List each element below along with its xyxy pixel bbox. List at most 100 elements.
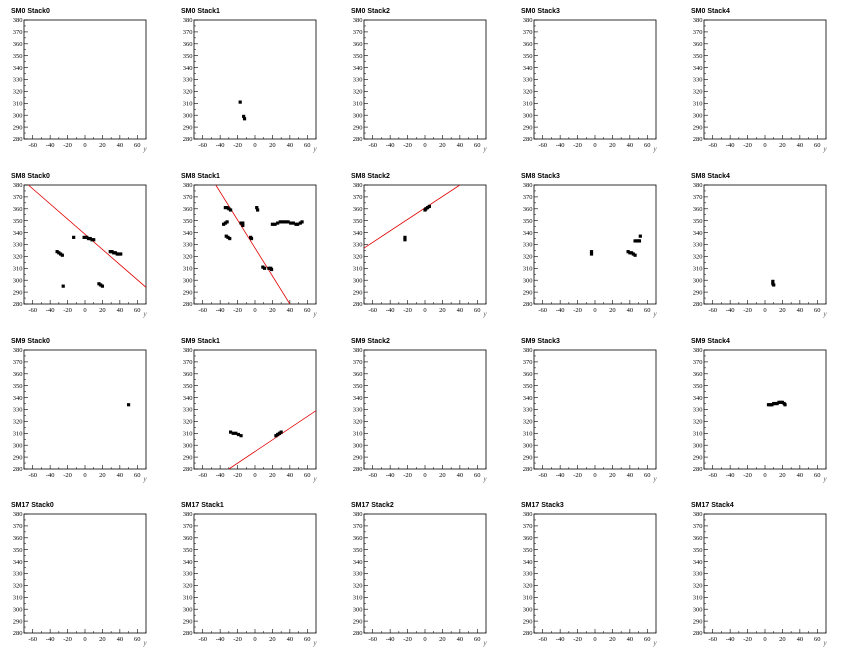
panel-title: SM0 Stack0 xyxy=(11,8,50,15)
panel: SM9 Stack1 280 290 300 310 320 330 340 350 360 370… xyxy=(181,338,317,483)
data-point xyxy=(85,235,89,239)
data-point xyxy=(236,432,241,437)
y-tick-label: 280 xyxy=(353,466,363,473)
y-tick-label: 380 xyxy=(353,511,363,518)
y-tick-label: 300 xyxy=(353,606,363,613)
x-tick-label: 20 xyxy=(269,142,276,149)
data-point xyxy=(88,236,92,241)
x-tick-label: -20 xyxy=(63,307,72,314)
x-axis-label: y xyxy=(312,145,317,153)
x-tick-label: -60 xyxy=(368,636,377,643)
x-axis-label: y xyxy=(482,475,487,483)
x-tick-label: 60 xyxy=(134,142,141,149)
y-tick-label: 300 xyxy=(693,606,703,613)
y-tick-label: 370 xyxy=(523,359,533,366)
y-tick-label: 280 xyxy=(523,136,533,143)
data-point xyxy=(783,403,787,407)
x-tick-label: -20 xyxy=(743,307,752,314)
y-tick-label: 350 xyxy=(693,53,703,60)
x-tick-label: 60 xyxy=(134,307,141,314)
y-tick-label: 370 xyxy=(183,29,193,36)
x-tick-label: 0 xyxy=(763,636,766,643)
x-tick-label: 20 xyxy=(269,307,276,314)
plot-frame xyxy=(23,184,147,305)
plot-frame xyxy=(193,184,317,305)
plot-frame xyxy=(533,19,657,140)
y-tick-label: 310 xyxy=(353,266,363,273)
y-tick-label: 320 xyxy=(523,583,533,590)
y-tick-label: 330 xyxy=(13,242,23,249)
x-tick-label: 20 xyxy=(439,472,446,479)
x-tick-label: -60 xyxy=(708,472,717,479)
y-tick-label: 320 xyxy=(13,583,23,590)
y-tick-label: 370 xyxy=(13,523,23,530)
y-tick-label: 280 xyxy=(183,630,193,637)
y-tick-label: 300 xyxy=(183,112,193,119)
y-tick-label: 290 xyxy=(13,618,23,625)
panel-title: SM0 Stack1 xyxy=(181,8,220,15)
y-tick-label: 320 xyxy=(523,89,533,96)
panel-title: SM9 Stack1 xyxy=(181,338,220,345)
y-tick-label: 300 xyxy=(13,606,23,613)
x-tick-label: 20 xyxy=(779,142,786,149)
y-tick-label: 280 xyxy=(353,136,363,143)
x-tick-label: -20 xyxy=(63,636,72,643)
panel-title: SM17 Stack1 xyxy=(181,502,224,509)
x-tick-label: 40 xyxy=(457,307,464,314)
x-tick-label: 20 xyxy=(439,142,446,149)
x-tick-label: -20 xyxy=(573,636,582,643)
plot-frame xyxy=(703,19,827,140)
data-point xyxy=(90,238,94,242)
panel: SM9 Stack0 280 290 300 310 320 330 340 350 360 370… xyxy=(11,338,147,483)
y-tick-label: 280 xyxy=(183,301,193,308)
y-tick-label: 280 xyxy=(693,136,703,143)
x-tick-label: -20 xyxy=(63,142,72,149)
x-tick-label: 40 xyxy=(627,307,634,314)
y-tick-label: 300 xyxy=(523,606,533,613)
x-tick-label: 60 xyxy=(814,142,821,149)
y-tick-label: 310 xyxy=(523,266,533,273)
y-tick-label: 320 xyxy=(183,89,193,96)
y-tick-label: 350 xyxy=(523,547,533,554)
data-point xyxy=(126,403,131,407)
data-point xyxy=(291,221,295,225)
plot-frame xyxy=(23,349,147,470)
y-tick-label: 300 xyxy=(13,277,23,284)
data-point xyxy=(227,207,231,211)
y-tick-label: 300 xyxy=(353,442,363,449)
x-tick-label: -40 xyxy=(46,636,55,643)
y-tick-label: 340 xyxy=(523,559,533,566)
y-tick-label: 320 xyxy=(13,254,23,261)
x-tick-label: 0 xyxy=(763,142,766,149)
x-axis-label: y xyxy=(822,145,827,153)
x-tick-label: -40 xyxy=(386,307,395,314)
x-tick-label: -20 xyxy=(743,472,752,479)
data-point xyxy=(773,401,778,406)
data-point xyxy=(239,221,243,225)
plot-frame xyxy=(23,513,147,634)
x-tick-label: 40 xyxy=(287,142,294,149)
y-tick-label: 370 xyxy=(693,359,703,366)
panel: SM17 Stack3 280 290 300 310 320 330 340 350 360 37… xyxy=(521,502,657,647)
data-point xyxy=(777,400,781,404)
panel: SM0 Stack4 280 290 300 310 320 330 340 350 360 370… xyxy=(691,8,827,153)
y-tick-label: 330 xyxy=(353,242,363,249)
x-tick-label: -40 xyxy=(46,307,55,314)
x-tick-label: -60 xyxy=(368,307,377,314)
y-tick-label: 330 xyxy=(353,77,363,84)
y-tick-label: 380 xyxy=(353,17,363,24)
y-tick-label: 370 xyxy=(523,523,533,530)
y-tick-label: 380 xyxy=(693,511,703,518)
data-point xyxy=(229,430,233,434)
y-tick-label: 360 xyxy=(693,535,703,542)
panel-title: SM8 Stack2 xyxy=(351,173,390,180)
x-tick-label: 0 xyxy=(83,142,86,149)
x-tick-label: 0 xyxy=(423,472,426,479)
x-tick-label: 0 xyxy=(593,142,596,149)
x-tick-label: 60 xyxy=(134,472,141,479)
y-tick-label: 310 xyxy=(523,595,533,602)
data-point xyxy=(82,235,86,239)
x-tick-label: -20 xyxy=(233,307,242,314)
data-point xyxy=(278,220,282,224)
panel: SM0 Stack0 280 290 300 310 320 330 340 350 360 370… xyxy=(11,8,147,153)
